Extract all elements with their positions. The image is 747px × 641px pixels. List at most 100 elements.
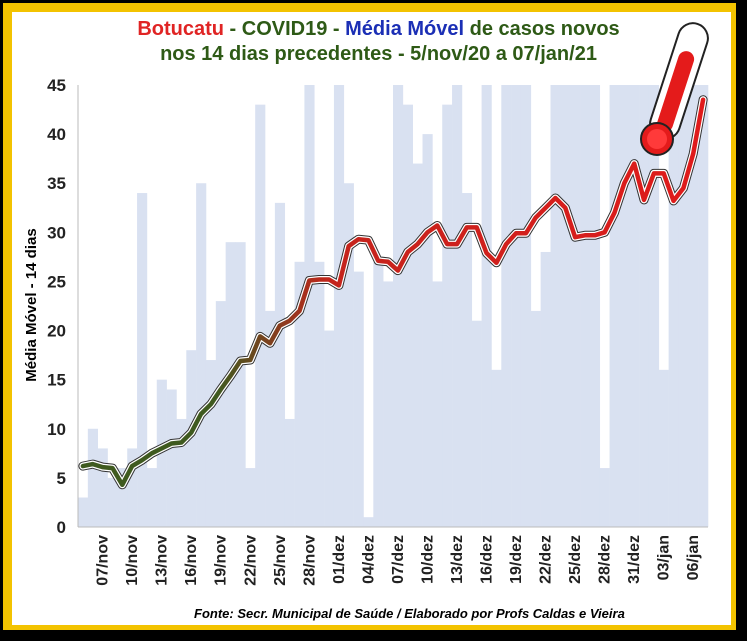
- x-tick-label: 13/dez: [449, 535, 466, 584]
- bar: [520, 85, 532, 527]
- bar: [422, 134, 433, 527]
- bar: [127, 448, 138, 527]
- axis-layer: 0 5 10 15 20 25 30 35 40 45 07/nov 10/nov 13/nov 16/n…: [47, 76, 708, 586]
- x-tick-label: 25/dez: [567, 535, 584, 584]
- bar: [570, 85, 581, 527]
- x-tick-label: 16/nov: [183, 535, 200, 586]
- bar: [491, 369, 502, 527]
- bar: [265, 310, 276, 527]
- source-note: Fonte: Secr. Municipal de Saúde / Elabor…: [194, 606, 625, 621]
- title-metric: Média Móvel: [345, 18, 465, 40]
- bar: [166, 389, 177, 527]
- line-layer: [78, 95, 708, 490]
- bar: [629, 85, 640, 527]
- bar: [353, 271, 364, 527]
- bar: [87, 428, 98, 527]
- bar: [196, 183, 207, 527]
- bar: [471, 320, 482, 527]
- bar: [560, 85, 571, 527]
- bar: [146, 468, 158, 527]
- bar: [255, 104, 266, 528]
- moving-average-line: [80, 97, 706, 488]
- bar: [461, 193, 473, 528]
- bar: [274, 202, 286, 527]
- bar: [550, 85, 561, 527]
- bar: [412, 163, 423, 528]
- bar: [363, 517, 374, 527]
- chart-title-line-2: nos 14 dias precedentes - 5/nov/20 a 07/…: [160, 43, 597, 65]
- bar: [501, 85, 512, 527]
- bar: [294, 261, 305, 527]
- bar: [540, 251, 551, 527]
- x-tick-label: 19/dez: [508, 535, 525, 584]
- bar: [452, 85, 463, 527]
- bar: [225, 242, 236, 527]
- x-tick-label: 07/dez: [390, 535, 407, 584]
- bar: [284, 418, 295, 527]
- bar: [658, 369, 669, 527]
- bar: [688, 85, 699, 527]
- bars-layer: [78, 85, 709, 528]
- bar: [373, 261, 384, 527]
- bar: [314, 261, 325, 527]
- y-tick-label: 15: [47, 371, 66, 390]
- title-city: Botucatu: [137, 18, 224, 40]
- y-tick-label: 0: [57, 518, 66, 537]
- x-tick-label: 10/dez: [419, 535, 436, 584]
- bar: [530, 310, 541, 527]
- x-tick-label: 25/nov: [272, 535, 289, 586]
- bar: [589, 85, 601, 527]
- bar: [432, 281, 443, 527]
- y-tick-label: 25: [47, 272, 66, 291]
- bar: [678, 85, 689, 527]
- title-separator: -: [327, 18, 346, 40]
- bar: [619, 85, 630, 527]
- bar: [668, 85, 679, 527]
- title-disease: COVID19: [241, 18, 328, 40]
- x-tick-label: 01/dez: [331, 535, 348, 584]
- x-tick-label: 19/nov: [213, 535, 230, 586]
- bar: [442, 104, 453, 528]
- bar: [117, 468, 128, 527]
- x-tick-label: 06/jan: [685, 535, 702, 580]
- x-tick-label: 07/nov: [95, 535, 112, 586]
- bar: [402, 104, 413, 528]
- bar: [304, 85, 315, 527]
- x-tick-label: 31/dez: [626, 535, 643, 584]
- bar: [383, 281, 394, 527]
- y-tick-label: 5: [57, 469, 66, 488]
- x-tick-label: 10/nov: [124, 535, 141, 586]
- x-tick-label: 22/dez: [538, 535, 555, 584]
- x-tick-label: 28/dez: [597, 535, 614, 584]
- bar: [78, 497, 89, 527]
- bar: [333, 85, 345, 527]
- chart-title-line-1: Botucatu - COVID19 - Média Móvel de caso…: [55, 18, 702, 41]
- bar: [137, 193, 148, 528]
- bar: [324, 330, 335, 527]
- bar: [176, 418, 187, 527]
- bar: [599, 468, 610, 527]
- bar: [107, 477, 118, 527]
- title-rest: de casos novos: [464, 18, 620, 40]
- bar: [698, 85, 709, 527]
- bar: [639, 85, 650, 527]
- y-axis-label: Média Móvel - 14 dias: [23, 228, 40, 381]
- y-tick-label: 20: [47, 322, 66, 341]
- bar: [245, 468, 256, 527]
- bar: [609, 85, 620, 527]
- y-tick-label: 30: [47, 223, 66, 242]
- x-tick-label: 22/nov: [242, 535, 259, 586]
- y-tick-label: 45: [47, 76, 66, 95]
- y-tick-label: 35: [47, 174, 66, 193]
- x-tick-label: 04/dez: [360, 535, 377, 584]
- thermometer-icon: [640, 22, 709, 156]
- x-tick-label: 28/nov: [301, 535, 318, 586]
- y-tick-label: 40: [47, 125, 66, 144]
- bar: [393, 85, 404, 527]
- bar: [481, 85, 492, 527]
- bar: [580, 85, 591, 527]
- bar: [343, 183, 354, 527]
- bar: [235, 242, 246, 527]
- bar: [97, 448, 108, 527]
